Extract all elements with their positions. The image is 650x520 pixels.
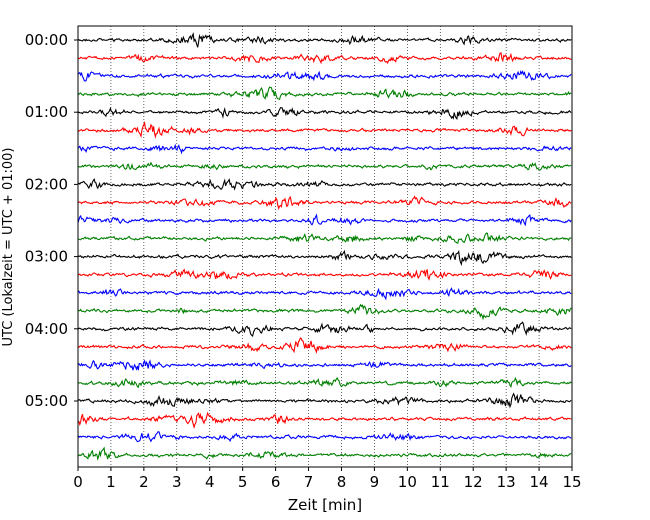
seismogram-trace bbox=[77, 213, 572, 227]
seismogram-trace bbox=[77, 376, 572, 389]
x-tick-label: 5 bbox=[238, 473, 248, 491]
seismogram-trace bbox=[77, 70, 572, 82]
y-tick-label: 00:00 bbox=[25, 31, 68, 49]
x-tick-label: 10 bbox=[398, 473, 417, 491]
seismogram-trace bbox=[77, 446, 572, 461]
x-tick-label: 4 bbox=[205, 473, 215, 491]
y-tick-label: 02:00 bbox=[25, 175, 68, 193]
x-tick-label: 13 bbox=[497, 473, 516, 491]
x-tick-label: 0 bbox=[73, 473, 83, 491]
seismogram-trace bbox=[77, 232, 572, 244]
seismogram-trace bbox=[77, 31, 572, 48]
seismogram-trace bbox=[77, 392, 572, 409]
seismogram-trace bbox=[77, 120, 572, 139]
y-tick-label: 01:00 bbox=[25, 103, 68, 121]
x-tick-label: 3 bbox=[172, 473, 182, 491]
y-tick-label: 03:00 bbox=[25, 248, 68, 266]
seismogram-trace bbox=[77, 143, 572, 155]
seismogram-trace bbox=[77, 337, 572, 354]
seismogram-trace bbox=[77, 268, 572, 281]
x-tick-label: 2 bbox=[139, 473, 149, 491]
y-axis-label: UTC (Lokalzeit = UTC + 01:00) bbox=[1, 148, 16, 347]
seismogram-trace bbox=[77, 106, 572, 121]
seismogram-trace bbox=[77, 161, 572, 171]
seismogram-trace bbox=[77, 359, 572, 371]
y-axis-ticks: 00:00 01:00 02:00 03:00 04:00 05:00 bbox=[25, 31, 78, 410]
x-axis-label: Zeit [min] bbox=[288, 496, 362, 514]
seismogram-trace bbox=[77, 321, 572, 338]
x-tick-label: 1 bbox=[106, 473, 116, 491]
seismogram-trace bbox=[77, 287, 572, 301]
seismogram-trace bbox=[77, 411, 572, 430]
x-tick-label: 9 bbox=[370, 473, 380, 491]
x-tick-label: 15 bbox=[562, 473, 581, 491]
x-tick-label: 14 bbox=[530, 473, 549, 491]
seismogram-traces bbox=[77, 31, 572, 461]
y-tick-label: 04:00 bbox=[25, 320, 68, 338]
seismogram-trace bbox=[77, 195, 572, 211]
x-tick-label: 8 bbox=[337, 473, 347, 491]
seismogram-trace bbox=[77, 249, 572, 267]
seismogram-trace bbox=[77, 431, 572, 443]
plot-frame bbox=[77, 25, 573, 468]
y-tick-label: 05:00 bbox=[25, 392, 68, 410]
x-tick-label: 12 bbox=[464, 473, 483, 491]
seismogram-trace bbox=[77, 86, 572, 101]
x-tick-label: 11 bbox=[431, 473, 450, 491]
seismogram-trace bbox=[77, 303, 572, 321]
seismogram-trace bbox=[77, 177, 572, 191]
x-tick-label: 6 bbox=[271, 473, 281, 491]
seismogram-trace bbox=[77, 52, 572, 65]
x-tick-label: 7 bbox=[304, 473, 314, 491]
x-axis-ticks: 0 1 2 3 4 5 6 7 8 9 10 11 12 13 14 15 bbox=[73, 467, 582, 491]
